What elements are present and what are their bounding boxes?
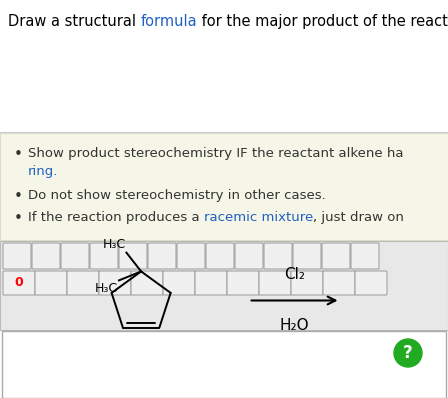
Text: •: •	[14, 211, 23, 226]
Text: Show product stereochemistry IF the reactant alkene ha: Show product stereochemistry IF the reac…	[28, 147, 404, 160]
Text: formula: formula	[141, 14, 197, 29]
FancyBboxPatch shape	[32, 243, 60, 269]
FancyBboxPatch shape	[323, 271, 355, 295]
FancyBboxPatch shape	[322, 243, 350, 269]
Text: •: •	[14, 147, 23, 162]
FancyBboxPatch shape	[264, 243, 292, 269]
FancyBboxPatch shape	[259, 271, 291, 295]
Text: , just draw on: , just draw on	[313, 211, 404, 224]
Text: for the major product of the reaction: for the major product of the reaction	[197, 14, 448, 29]
Text: ring.: ring.	[28, 165, 58, 178]
Text: H₃C: H₃C	[102, 238, 125, 251]
Circle shape	[394, 339, 422, 367]
Text: Cl₂: Cl₂	[284, 267, 305, 283]
FancyBboxPatch shape	[0, 241, 448, 330]
FancyBboxPatch shape	[131, 271, 163, 295]
FancyBboxPatch shape	[3, 271, 35, 295]
FancyBboxPatch shape	[119, 243, 147, 269]
FancyBboxPatch shape	[99, 271, 131, 295]
Text: Draw a structural: Draw a structural	[8, 14, 141, 29]
FancyBboxPatch shape	[90, 243, 118, 269]
FancyBboxPatch shape	[0, 133, 448, 240]
FancyBboxPatch shape	[148, 243, 176, 269]
FancyBboxPatch shape	[3, 243, 31, 269]
FancyBboxPatch shape	[35, 271, 67, 295]
FancyBboxPatch shape	[177, 243, 205, 269]
FancyBboxPatch shape	[61, 243, 89, 269]
FancyBboxPatch shape	[163, 271, 195, 295]
FancyBboxPatch shape	[67, 271, 99, 295]
FancyBboxPatch shape	[206, 243, 234, 269]
Text: ?: ?	[403, 344, 413, 362]
FancyBboxPatch shape	[293, 243, 321, 269]
Text: H₃C: H₃C	[95, 283, 118, 295]
Text: 0: 0	[15, 277, 23, 289]
FancyBboxPatch shape	[355, 271, 387, 295]
FancyBboxPatch shape	[351, 243, 379, 269]
Text: H₂O: H₂O	[280, 318, 310, 334]
FancyBboxPatch shape	[235, 243, 263, 269]
Text: If the reaction produces a: If the reaction produces a	[28, 211, 204, 224]
Text: racemic mixture: racemic mixture	[204, 211, 313, 224]
Text: •: •	[14, 189, 23, 204]
FancyBboxPatch shape	[195, 271, 227, 295]
Text: Do not show stereochemistry in other cases.: Do not show stereochemistry in other cas…	[28, 189, 326, 202]
FancyBboxPatch shape	[291, 271, 323, 295]
FancyBboxPatch shape	[2, 331, 446, 398]
FancyBboxPatch shape	[227, 271, 259, 295]
